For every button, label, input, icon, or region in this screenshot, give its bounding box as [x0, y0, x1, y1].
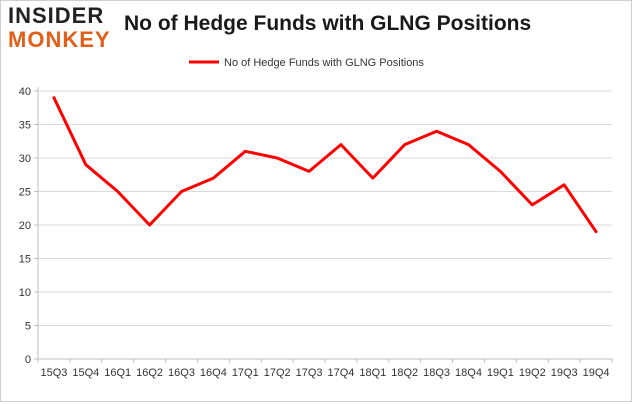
y-tick-label-15: 15 — [19, 254, 31, 266]
x-tick-label-15Q3: 15Q3 — [40, 367, 67, 379]
logo-line-insider: INSIDER — [8, 3, 105, 28]
x-tick-label-16Q3: 16Q3 — [168, 367, 195, 379]
series-line-0 — [52, 96, 598, 234]
x-tick-label-17Q1: 17Q1 — [232, 367, 259, 379]
x-tick-label-19Q3: 19Q3 — [551, 367, 578, 379]
legend-label: No of Hedge Funds with GLNG Positions — [224, 57, 424, 69]
y-tick-label-20: 20 — [19, 220, 31, 232]
legend: No of Hedge Funds with GLNG Positions — [189, 57, 424, 69]
x-tick-label-17Q4: 17Q4 — [327, 367, 354, 379]
y-tick-label-10: 10 — [19, 287, 31, 299]
x-tick-label-16Q1: 16Q1 — [104, 367, 131, 379]
y-tick-label-35: 35 — [19, 120, 31, 132]
y-tick-label-40: 40 — [19, 86, 31, 98]
x-tick-label-18Q3: 18Q3 — [423, 367, 450, 379]
series-lines — [52, 96, 598, 234]
x-tick-label-16Q4: 16Q4 — [200, 367, 227, 379]
x-tick-label-19Q4: 19Q4 — [583, 367, 610, 379]
y-tick-label-0: 0 — [25, 354, 31, 366]
logo-line-monkey: MONKEY — [8, 27, 111, 52]
x-tick-label-16Q2: 16Q2 — [136, 367, 163, 379]
x-tick-labels: 15Q3 15Q4 16Q1 16Q2 16Q3 16Q4 17Q1 17Q2 17Q3 17Q4… — [40, 367, 609, 379]
chart-title: No of Hedge Funds with GLNG Positions — [124, 12, 532, 35]
x-tick-label-15Q4: 15Q4 — [72, 367, 99, 379]
x-tick-label-17Q2: 17Q2 — [264, 367, 291, 379]
x-tick-label-18Q1: 18Q1 — [359, 367, 386, 379]
x-tick-label-17Q3: 17Q3 — [296, 367, 323, 379]
gridlines — [38, 90, 612, 326]
axes — [34, 87, 613, 363]
x-tick-label-19Q2: 19Q2 — [519, 367, 546, 379]
y-tick-label-30: 30 — [19, 153, 31, 165]
y-tick-label-5: 5 — [25, 321, 31, 333]
y-tick-labels: 0 5 10 15 20 25 30 35 40 — [19, 86, 31, 366]
x-tick-label-19Q1: 19Q1 — [487, 367, 514, 379]
x-tick-label-18Q2: 18Q2 — [391, 367, 418, 379]
x-tick-label-18Q4: 18Q4 — [455, 367, 482, 379]
insider-monkey-logo: INSIDER MONKEY — [8, 4, 118, 52]
y-tick-label-25: 25 — [19, 187, 31, 199]
